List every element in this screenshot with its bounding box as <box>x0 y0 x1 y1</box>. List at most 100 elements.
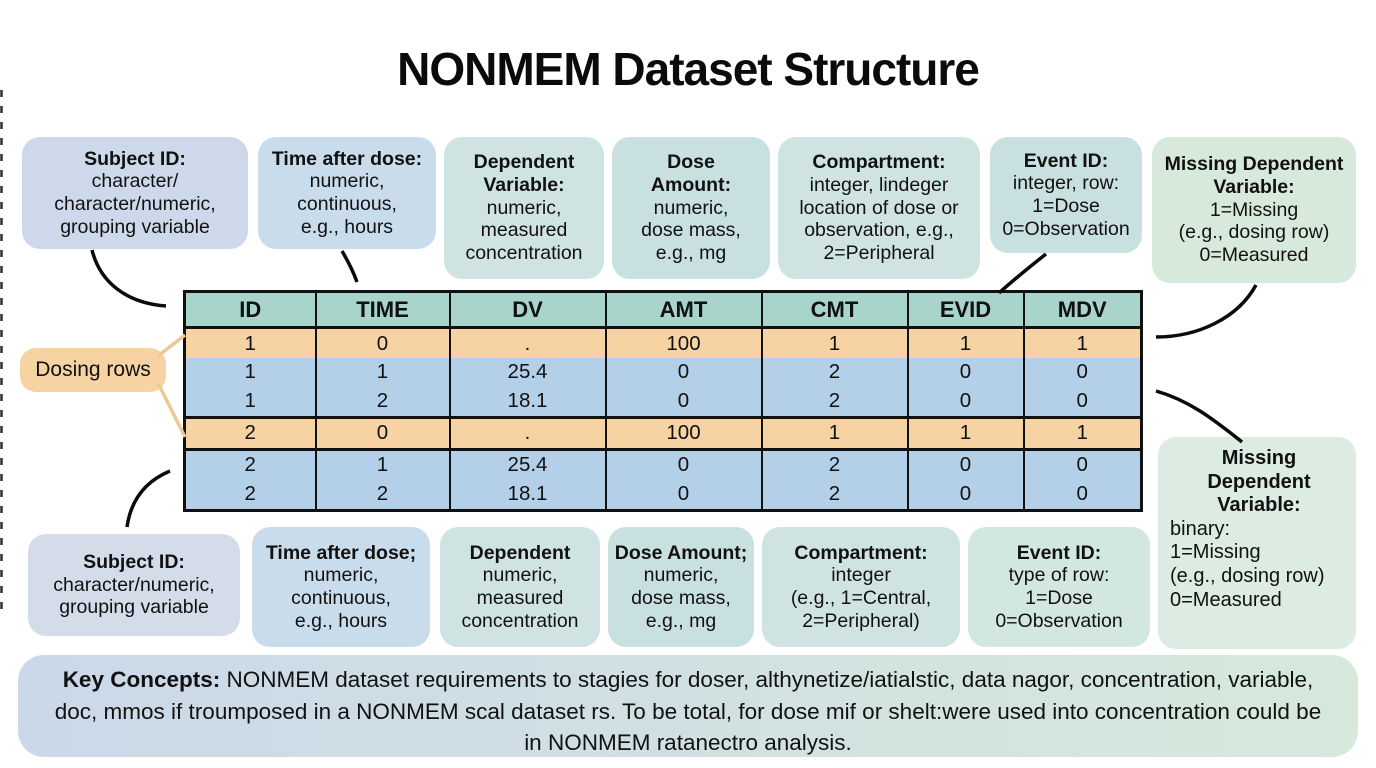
box-title: Time after dose; <box>265 541 417 564</box>
cell: 25.4 <box>448 449 607 480</box>
box-title: Event ID: <box>1023 149 1109 172</box>
box-body: integer, row: 1=Dose 0=Observation <box>1002 172 1130 240</box>
cell: 0 <box>906 479 1025 511</box>
cell: 0 <box>906 358 1025 387</box>
annotation-mdv-right: Missing Dependent Variable: binary: 1=Mi… <box>1158 437 1356 649</box>
box-body: numeric, continuous, e.g., hours <box>297 170 397 238</box>
box-body: integer, lindeger location of dose or ob… <box>799 174 959 264</box>
cell: 100 <box>604 415 763 451</box>
table-row: 2 1 25.4 0 2 0 0 <box>183 449 1143 480</box>
cell: 100 <box>604 327 763 358</box>
box-title: Event ID: <box>1016 541 1102 564</box>
cell: 1 <box>906 415 1025 451</box>
box-body: binary: 1=Missing (e.g., dosing row) 0=M… <box>1170 517 1325 611</box>
cell: 18.1 <box>448 386 607 418</box>
dosing-rows-callout: Dosing rows <box>20 348 166 392</box>
box-title: Time after dose: <box>271 147 423 170</box>
arrow-mdv-top <box>1155 284 1258 339</box>
cell: 0 <box>1022 449 1143 480</box>
cell: 2 <box>760 386 909 418</box>
box-body: 1=Missing (e.g., dosing row) 0=Measured <box>1178 198 1330 266</box>
cell: 0 <box>1022 358 1143 387</box>
col-header-evid: EVID <box>906 291 1025 329</box>
annotation-cmt-top: Compartment: integer, lindeger location … <box>778 137 980 279</box>
cell: 1 <box>1022 327 1143 358</box>
cell: 0 <box>604 358 763 387</box>
cell: 1 <box>760 415 909 451</box>
cell: 0 <box>1022 386 1143 418</box>
col-header-time: TIME <box>314 291 451 329</box>
box-title: Subject ID: <box>84 147 186 170</box>
col-header-dv: DV <box>448 291 607 329</box>
cell: 2 <box>760 449 909 480</box>
cell: 1 <box>183 327 317 358</box>
box-title: Dependent <box>469 541 571 564</box>
annotation-evid-top: Event ID: integer, row: 1=Dose 0=Observa… <box>990 137 1142 253</box>
box-body: numeric, dose mass, e.g., mg <box>641 196 741 264</box>
cell: 2 <box>183 479 317 511</box>
cell: 0 <box>314 415 451 451</box>
col-header-amt: AMT <box>604 291 763 329</box>
box-title: Missing Dependent Variable: <box>1164 153 1344 199</box>
table-row: 2 0 . 100 1 1 1 <box>183 415 1143 451</box>
table-row: 1 1 25.4 0 2 0 0 <box>183 358 1143 387</box>
cell: 0 <box>906 449 1025 480</box>
arrow-time-top <box>340 250 359 283</box>
cell: 1 <box>314 358 451 387</box>
nonmem-table: ID TIME DV AMT CMT EVID MDV 1 0 . 100 1 … <box>183 290 1143 512</box>
col-header-cmt: CMT <box>760 291 909 329</box>
cell: 0 <box>1022 479 1143 511</box>
box-body: character/ character/numeric, grouping v… <box>54 170 216 238</box>
cell: 1 <box>314 449 451 480</box>
key-concepts-box: Key Concepts: NONMEM dataset requirement… <box>18 655 1358 757</box>
cell: 2 <box>183 415 317 451</box>
annotation-dv-bottom: Dependent numeric, measured concentratio… <box>440 527 600 647</box>
cell: 18.1 <box>448 479 607 511</box>
box-body: character/numeric, grouping variable <box>53 573 215 619</box>
cell: 0 <box>604 386 763 418</box>
col-header-mdv: MDV <box>1022 291 1143 329</box>
box-body: numeric, dose mass, e.g., mg <box>631 564 731 632</box>
cell: 2 <box>760 358 909 387</box>
key-concepts-label: Key Concepts: <box>62 667 221 692</box>
box-body: numeric, measured concentration <box>461 564 579 632</box>
page-title: NONMEM Dataset Structure <box>397 43 980 95</box>
box-body: integer (e.g., 1=Central, 2=Peripheral) <box>790 564 932 632</box>
cell: 25.4 <box>448 358 607 387</box>
cell: . <box>448 327 607 358</box>
cell: 1 <box>906 327 1025 358</box>
box-title: Compartment: <box>812 151 946 174</box>
annotation-amt-top: Dose Amount: numeric, dose mass, e.g., m… <box>612 137 770 279</box>
cell: 1 <box>760 327 909 358</box>
cell: 2 <box>314 479 451 511</box>
table-row: 2 2 18.1 0 2 0 0 <box>183 479 1143 511</box>
dosing-rows-label: Dosing rows <box>35 358 151 381</box>
box-title: Dose Amount; <box>614 541 748 564</box>
cell: 2 <box>314 386 451 418</box>
dosing-connector-line <box>156 382 187 438</box>
cell: 1 <box>183 386 317 418</box>
annotation-amt-bottom: Dose Amount; numeric, dose mass, e.g., m… <box>608 527 754 647</box>
arrow-subject-id-bottom <box>125 469 171 528</box>
arrow-mdv-right <box>1155 389 1244 444</box>
cell: 1 <box>1022 415 1143 451</box>
table-header-row: ID TIME DV AMT CMT EVID MDV <box>183 291 1143 329</box>
cell: . <box>448 415 607 451</box>
cell: 1 <box>183 358 317 387</box>
cell: 0 <box>906 386 1025 418</box>
box-title: Dose Amount: <box>650 151 732 197</box>
arrow-evid-top <box>997 252 1048 295</box>
annotation-evid-bottom: Event ID: type of row: 1=Dose 0=Observat… <box>968 527 1150 647</box>
annotation-subject-id-bottom: Subject ID: character/numeric, grouping … <box>28 534 240 636</box>
box-title: Missing Dependent Variable: <box>1207 447 1311 517</box>
box-title: Compartment: <box>794 541 928 564</box>
box-title: Dependent Variable: <box>473 151 575 197</box>
box-title: Subject ID: <box>83 551 185 574</box>
annotation-subject-id-top: Subject ID: character/ character/numeric… <box>22 137 248 249</box>
box-body: type of row: 1=Dose 0=Observation <box>995 564 1123 632</box>
annotation-dv-top: Dependent Variable: numeric, measured co… <box>444 137 604 279</box>
annotation-mdv-top: Missing Dependent Variable: 1=Missing (e… <box>1152 137 1356 283</box>
cell: 0 <box>604 449 763 480</box>
cell: 2 <box>760 479 909 511</box>
